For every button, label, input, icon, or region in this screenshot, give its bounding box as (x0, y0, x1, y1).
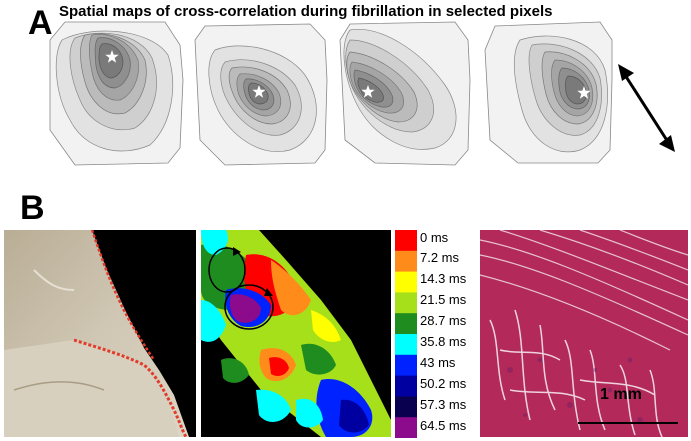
colorbar-swatch (395, 334, 417, 356)
colorbar-swatch (395, 250, 417, 273)
correlation-maps (49, 21, 675, 166)
colorbar-swatch (395, 292, 417, 314)
activation-map (201, 230, 391, 437)
panel-b-letter: B (20, 189, 45, 227)
panel-a-letter: A (28, 4, 53, 42)
colorbar-label: 43 ms (420, 355, 456, 370)
colorbar-swatch (395, 396, 417, 418)
correlation-map-3 (339, 21, 471, 166)
correlation-map-2 (194, 23, 328, 166)
colorbar-label: 14.3 ms (420, 271, 467, 286)
correlation-map-4 (484, 21, 613, 164)
colorbar-swatch (395, 230, 417, 252)
fiber-direction-arrow (618, 64, 675, 152)
colorbar-swatch (395, 313, 417, 335)
panel-a-title: Spatial maps of cross-correlation during… (59, 3, 553, 20)
histology-image (480, 230, 688, 437)
colorbar-label: 28.7 ms (420, 313, 467, 328)
colorbar-swatch (395, 375, 417, 397)
colorbar-swatch (395, 417, 417, 438)
colorbar-label: 50.2 ms (420, 376, 467, 391)
colorbar-swatch (395, 271, 417, 293)
tissue-photo (4, 230, 196, 437)
scale-bar-label: 1 mm (600, 386, 642, 403)
colorbar-label: 35.8 ms (420, 334, 467, 349)
colorbar-label: 7.2 ms (420, 250, 460, 265)
colorbar-label: 64.5 ms (420, 418, 467, 433)
colorbar-swatch (395, 354, 417, 377)
colorbar-label: 57.3 ms (420, 397, 467, 412)
colorbar-label: 0 ms (420, 230, 449, 245)
colorbar (395, 230, 417, 438)
colorbar-label: 21.5 ms (420, 292, 467, 307)
correlation-map-1 (49, 21, 184, 166)
